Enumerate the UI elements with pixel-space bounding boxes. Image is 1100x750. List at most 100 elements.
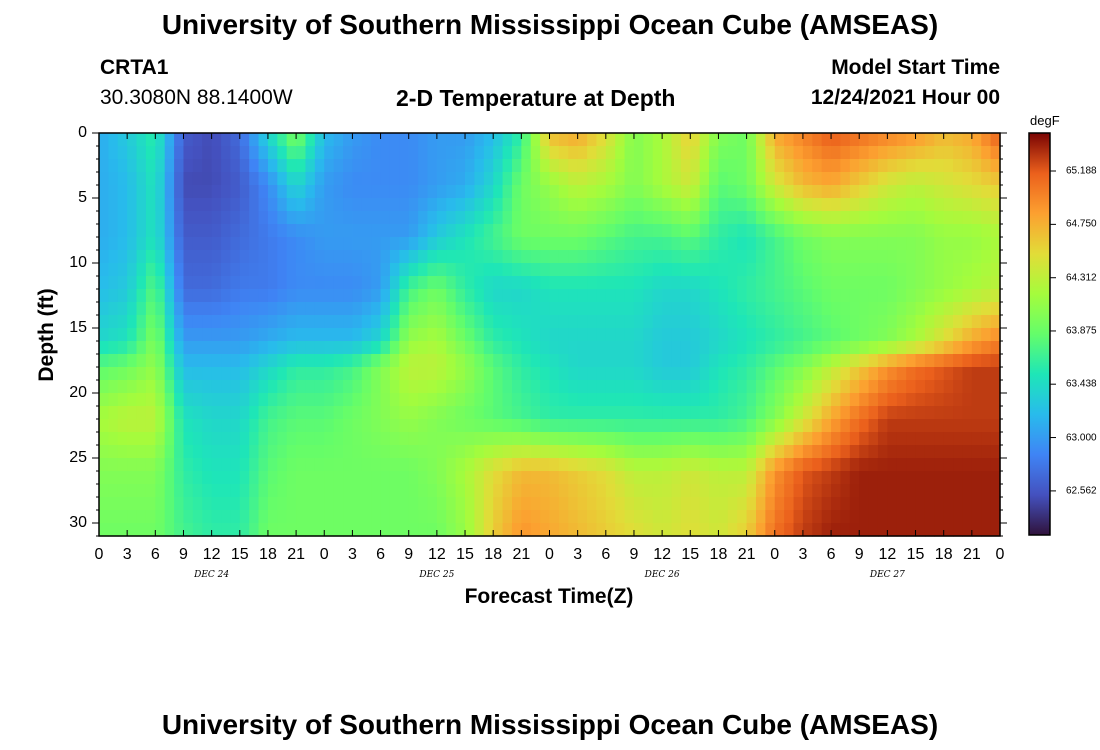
heatmap-cell — [239, 510, 250, 524]
heatmap-cell — [558, 419, 569, 433]
heatmap-cell — [427, 497, 438, 511]
heatmap-cell — [333, 484, 344, 498]
heatmap-cell — [249, 445, 260, 459]
heatmap-cell — [605, 523, 616, 537]
heatmap-cell — [136, 328, 147, 342]
heatmap-cell — [427, 471, 438, 485]
heatmap-cell — [117, 497, 128, 511]
heatmap-cell — [849, 393, 860, 407]
heatmap-cell — [812, 250, 823, 264]
heatmap-cell — [371, 172, 382, 186]
heatmap-cell — [765, 367, 776, 381]
heatmap-cell — [474, 393, 485, 407]
heatmap-cell — [755, 289, 766, 303]
heatmap-cell — [831, 146, 842, 160]
heatmap-cell — [943, 510, 954, 524]
heatmap-cell — [511, 250, 522, 264]
heatmap-cell — [680, 406, 691, 420]
heatmap-cell — [615, 328, 626, 342]
heatmap-cell — [662, 198, 673, 212]
heatmap-cell — [699, 393, 710, 407]
heatmap-cell — [962, 211, 973, 225]
heatmap-cell — [821, 406, 832, 420]
heatmap-cell — [296, 146, 307, 160]
heatmap-cell — [174, 380, 185, 394]
heatmap-cell — [765, 276, 776, 290]
heatmap-cell — [671, 133, 682, 147]
heatmap-cell — [239, 289, 250, 303]
heatmap-cell — [108, 328, 119, 342]
heatmap-cell — [108, 367, 119, 381]
heatmap-cell — [371, 471, 382, 485]
heatmap-cell — [793, 367, 804, 381]
heatmap-cell — [840, 497, 851, 511]
heatmap-cell — [230, 250, 241, 264]
heatmap-cell — [821, 237, 832, 251]
heatmap-cell — [540, 510, 551, 524]
heatmap-cell — [605, 133, 616, 147]
heatmap-cell — [145, 367, 156, 381]
heatmap-cell — [380, 432, 391, 446]
heatmap-cell — [474, 133, 485, 147]
heatmap-cell — [333, 263, 344, 277]
heatmap-cell — [249, 497, 260, 511]
heatmap-cell — [718, 237, 729, 251]
heatmap-cell — [117, 276, 128, 290]
heatmap-cell — [399, 341, 410, 355]
heatmap-cell — [511, 159, 522, 173]
heatmap-cell — [896, 250, 907, 264]
heatmap-cell — [690, 250, 701, 264]
heatmap-cell — [812, 224, 823, 238]
heatmap-cell — [230, 510, 241, 524]
heatmap-cell — [127, 263, 138, 277]
heatmap-cell — [896, 276, 907, 290]
heatmap-cell — [568, 380, 579, 394]
heatmap-cell — [511, 523, 522, 537]
heatmap-cell — [174, 315, 185, 329]
heatmap-cell — [887, 185, 898, 199]
heatmap-cell — [774, 406, 785, 420]
heatmap-cell — [924, 224, 935, 238]
heatmap-cell — [343, 393, 354, 407]
heatmap-cell — [314, 237, 325, 251]
heatmap-cell — [211, 328, 222, 342]
heatmap-cell — [305, 510, 316, 524]
heatmap-cell — [746, 354, 757, 368]
heatmap-cell — [718, 185, 729, 199]
heatmap-cell — [643, 432, 654, 446]
heatmap-cell — [221, 276, 231, 290]
heatmap-cell — [493, 497, 504, 511]
heatmap-cell — [915, 146, 926, 160]
heatmap-cell — [699, 250, 710, 264]
heatmap-cell — [962, 471, 973, 485]
heatmap-cell — [239, 315, 250, 329]
heatmap-cell — [418, 510, 429, 524]
heatmap-cell — [746, 198, 757, 212]
heatmap-cell — [615, 354, 626, 368]
heatmap-cell — [802, 133, 813, 147]
heatmap-cell — [981, 367, 992, 381]
heatmap-cell — [371, 133, 382, 147]
heatmap-cell — [192, 393, 203, 407]
heatmap-cell — [277, 510, 288, 524]
heatmap-cell — [652, 354, 663, 368]
heatmap-cell — [455, 250, 466, 264]
heatmap-cell — [324, 380, 335, 394]
heatmap-cell — [690, 458, 701, 472]
heatmap-cell — [549, 523, 560, 537]
heatmap-cell — [718, 263, 729, 277]
heatmap-cell — [802, 328, 813, 342]
heatmap-cell — [793, 471, 804, 485]
heatmap-cell — [699, 458, 710, 472]
heatmap-cell — [183, 172, 194, 186]
heatmap-cell — [737, 172, 748, 186]
heatmap-cell — [755, 263, 766, 277]
heatmap-cell — [765, 393, 776, 407]
heatmap-cell — [784, 354, 795, 368]
heatmap-cell — [924, 419, 935, 433]
heatmap-cell — [258, 224, 269, 238]
heatmap-cell — [511, 471, 522, 485]
heatmap-cell — [709, 497, 720, 511]
heatmap-cell — [183, 289, 194, 303]
heatmap-cell — [680, 458, 691, 472]
